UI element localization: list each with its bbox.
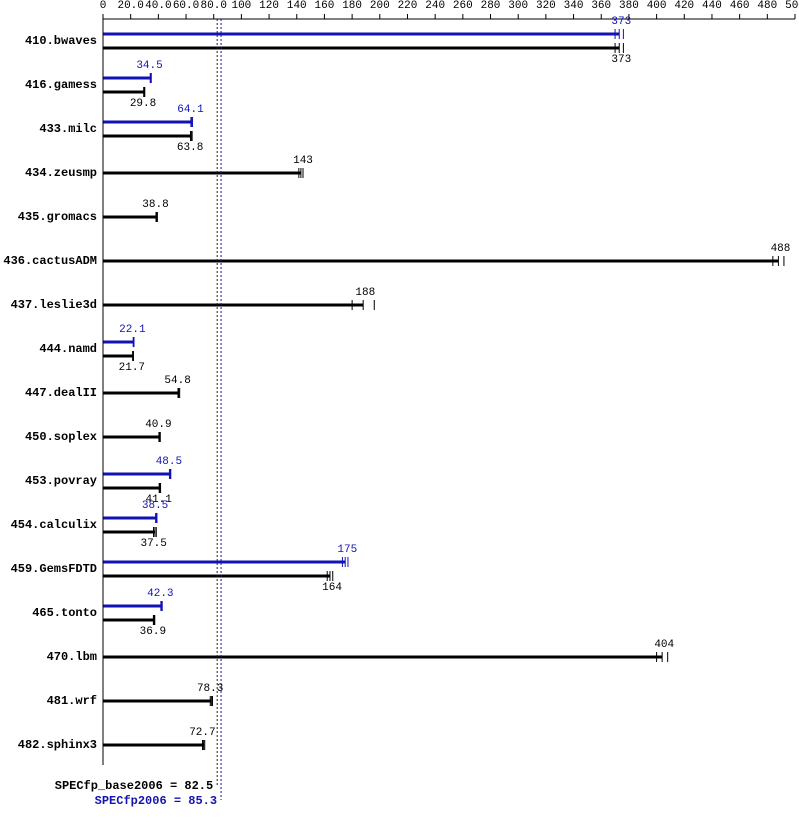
bar-value-label: 37.5 — [140, 538, 166, 550]
benchmark-label: 453.povray — [0, 474, 97, 488]
benchmark-label: 435.gromacs — [0, 210, 97, 224]
benchmark-label: 444.namd — [0, 342, 97, 356]
bar-value-label: 164 — [322, 582, 342, 594]
axis-tick-label: 320 — [536, 0, 556, 12]
axis-tick-label: 20.0 — [117, 0, 143, 12]
axis-tick-label: 340 — [564, 0, 584, 12]
axis-tick-label: 160 — [315, 0, 335, 12]
bar-value-label: 29.8 — [130, 98, 156, 110]
bar-value-label: 40.9 — [145, 419, 171, 431]
axis-tick-label: 0 — [100, 0, 107, 12]
benchmark-label: 481.wrf — [0, 694, 97, 708]
benchmark-label: 410.bwaves — [0, 34, 97, 48]
benchmark-label: 482.sphinx3 — [0, 738, 97, 752]
bar-value-label: 72.7 — [189, 727, 215, 739]
bar-value-label: 22.1 — [119, 324, 145, 336]
benchmark-label: 416.gamess — [0, 78, 97, 92]
benchmark-label: 433.milc — [0, 122, 97, 136]
benchmark-label: 450.soplex — [0, 430, 97, 444]
benchmark-label: 437.leslie3d — [0, 298, 97, 312]
bar-value-label: 188 — [355, 287, 375, 299]
axis-tick-label: 140 — [287, 0, 307, 12]
axis-tick-label: 220 — [398, 0, 418, 12]
bar-value-label: 42.3 — [147, 588, 173, 600]
axis-tick-label: 100 — [231, 0, 251, 12]
benchmark-label: 447.dealII — [0, 386, 97, 400]
axis-tick-label: 440 — [702, 0, 722, 12]
bar-value-label: 21.7 — [119, 362, 145, 374]
axis-tick-label: 400 — [647, 0, 667, 12]
axis-tick-label: 300 — [508, 0, 528, 12]
bar-value-label: 34.5 — [136, 60, 162, 72]
specfp-peak-title: SPECfp2006 = 85.3 — [95, 794, 217, 808]
bar-value-label: 38.5 — [142, 500, 168, 512]
benchmark-label: 465.tonto — [0, 606, 97, 620]
axis-tick-label: 260 — [453, 0, 473, 12]
bar-value-label: 373 — [611, 54, 631, 66]
bar-value-label: 54.8 — [164, 375, 190, 387]
axis-tick-label: 420 — [674, 0, 694, 12]
axis-tick-label: 80.0 — [201, 0, 227, 12]
bar-value-label: 36.9 — [140, 626, 166, 638]
bar-value-label: 143 — [293, 155, 313, 167]
bar-value-label: 404 — [654, 639, 674, 651]
spec-chart: 0 20.040.060.080.0 100 120 140 160 180 200 220 24… — [0, 0, 799, 831]
axis-tick-label: 460 — [730, 0, 750, 12]
bar-value-label: 63.8 — [177, 142, 203, 154]
benchmark-label: 434.zeusmp — [0, 166, 97, 180]
bar-value-label: 38.8 — [142, 199, 168, 211]
axis-tick-label: 380 — [619, 0, 639, 12]
axis-tick-label: 120 — [259, 0, 279, 12]
specfp-base-title: SPECfp_base2006 = 82.5 — [55, 779, 213, 793]
bar-value-label: 175 — [337, 544, 357, 556]
axis-tick-label: 480 — [757, 0, 777, 12]
bar-value-label: 373 — [611, 16, 631, 28]
benchmark-label: 459.GemsFDTD — [0, 562, 97, 576]
benchmark-label: 436.cactusADM — [0, 254, 97, 268]
axis-tick-label: 360 — [591, 0, 611, 12]
axis-tick-label: 60.0 — [173, 0, 199, 12]
bar-value-label: 48.5 — [156, 456, 182, 468]
benchmark-label: 454.calculix — [0, 518, 97, 532]
axis-tick-label: 200 — [370, 0, 390, 12]
bar-value-label: 78.3 — [197, 683, 223, 695]
bar-value-label: 488 — [771, 243, 791, 255]
axis-tick-label: 240 — [425, 0, 445, 12]
bar-value-label: 64.1 — [177, 104, 203, 116]
axis-tick-label: 500 — [785, 0, 799, 12]
benchmark-label: 470.lbm — [0, 650, 97, 664]
axis-tick-label: 180 — [342, 0, 362, 12]
axis-tick-label: 40.0 — [145, 0, 171, 12]
axis-tick-label: 280 — [481, 0, 501, 12]
